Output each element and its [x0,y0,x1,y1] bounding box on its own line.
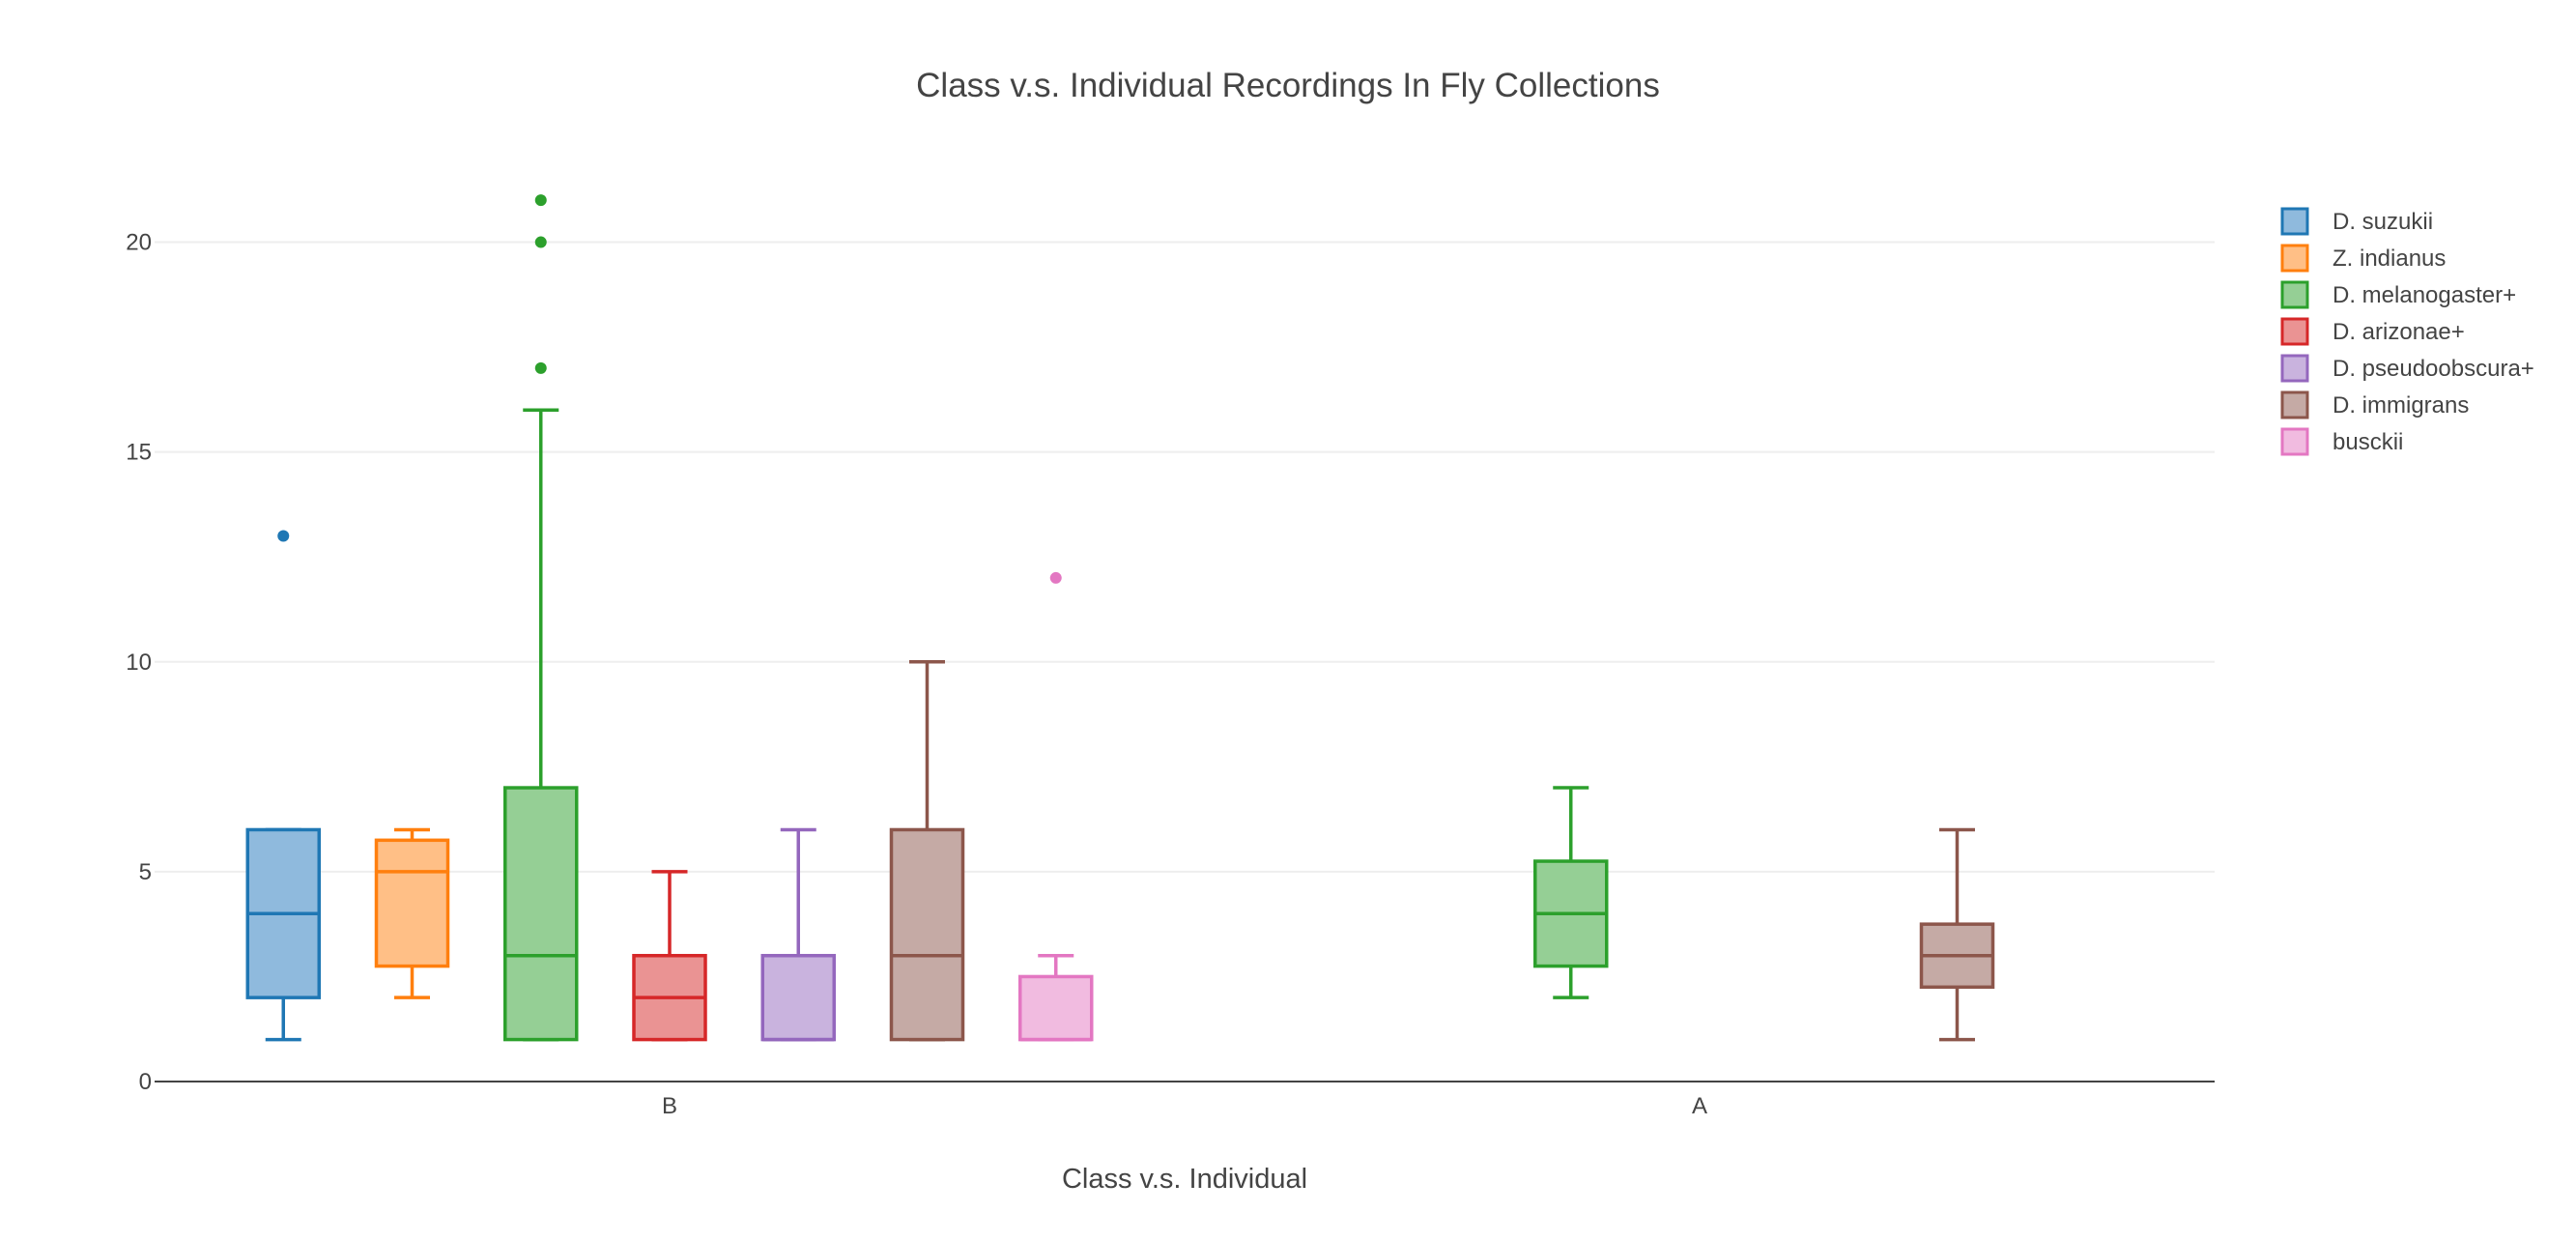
box-d-arizonae-b[interactable] [632,870,707,1042]
legend: D. suzukii Z. indianus D. melanogaster+ D. … [2280,207,2534,456]
legend-item-d-melanogaster[interactable]: D. melanogaster+ [2280,280,2516,309]
legend-swatch-d-suzukii [2280,207,2309,236]
trace-d-melanogaster [503,194,1609,1042]
legend-item-busckii[interactable]: busckii [2280,427,2403,456]
box-busckii-b[interactable] [1018,571,1094,1042]
legend-swatch-z-indianus [2280,244,2309,273]
box-d-melanogaster-b-outlier-0[interactable] [534,361,547,374]
trace-d-suzukii [245,530,321,1042]
x-tick-label-b: B [662,1093,677,1119]
legend-swatch-d-immigrans [2280,390,2309,419]
box-d-melanogaster-b-iqr-rect [503,786,579,1042]
legend-item-d-pseudoobscura[interactable]: D. pseudoobscura+ [2280,354,2534,383]
y-tick-label-0: 0 [139,1069,152,1095]
legend-label-d-suzukii: D. suzukii [2333,209,2433,235]
y-tick-label-15: 15 [126,440,152,466]
box-d-immigrans-a[interactable] [1919,827,1995,1042]
legend-label-d-immigrans: D. immigrans [2333,392,2469,418]
box-d-melanogaster-b[interactable] [503,194,579,1042]
box-busckii-b-outlier-0[interactable] [1049,571,1062,584]
box-d-pseudoobscura-b[interactable] [760,827,836,1042]
box-d-melanogaster-b-outlier-1[interactable] [534,236,547,248]
legend-swatch-d-pseudoobscura [2280,354,2309,383]
legend-swatch-d-melanogaster [2280,280,2309,309]
legend-swatch-busckii [2280,427,2309,456]
legend-item-d-suzukii[interactable]: D. suzukii [2280,207,2433,236]
box-z-indianus-b-iqr-rect [374,838,450,968]
trace-d-immigrans [889,660,1995,1042]
legend-item-z-indianus[interactable]: Z. indianus [2280,244,2446,273]
trace-d-pseudoobscura [760,827,836,1042]
legend-label-busckii: busckii [2333,429,2403,455]
trace-busckii [1018,571,1094,1042]
box-d-immigrans-b[interactable] [889,660,965,1042]
trace-d-arizonae [632,870,707,1042]
box-d-melanogaster-a[interactable] [1533,786,1609,999]
legend-label-d-pseudoobscura: D. pseudoobscura+ [2333,356,2534,382]
legend-swatch-d-arizonae [2280,317,2309,346]
y-tick-label-20: 20 [126,230,152,256]
legend-item-d-arizonae[interactable]: D. arizonae+ [2280,317,2465,346]
box-busckii-b-iqr-rect [1018,974,1094,1042]
legend-label-d-arizonae: D. arizonae+ [2333,319,2465,345]
legend-item-d-immigrans[interactable]: D. immigrans [2280,390,2469,419]
legend-label-z-indianus: Z. indianus [2333,245,2446,272]
box-d-pseudoobscura-b-iqr-rect [760,953,836,1042]
box-d-immigrans-b-iqr-rect [889,827,965,1042]
box-d-suzukii-b-outlier-0[interactable] [277,530,290,542]
gridlines: 0 5 10 15 20 [126,230,2215,1095]
legend-label-d-melanogaster: D. melanogaster+ [2333,282,2516,308]
trace-z-indianus [374,827,450,999]
y-tick-label-5: 5 [139,859,152,885]
box-d-melanogaster-b-outlier-2[interactable] [534,194,547,207]
x-tick-label-a: A [1692,1093,1707,1119]
box-d-suzukii-b[interactable] [245,530,321,1042]
chart-title: Class v.s. Individual Recordings In Fly … [916,67,1660,104]
y-tick-label-10: 10 [126,649,152,676]
box-z-indianus-b[interactable] [374,827,450,999]
x-axis-title: Class v.s. Individual [1062,1164,1307,1195]
box-traces [245,194,1995,1042]
